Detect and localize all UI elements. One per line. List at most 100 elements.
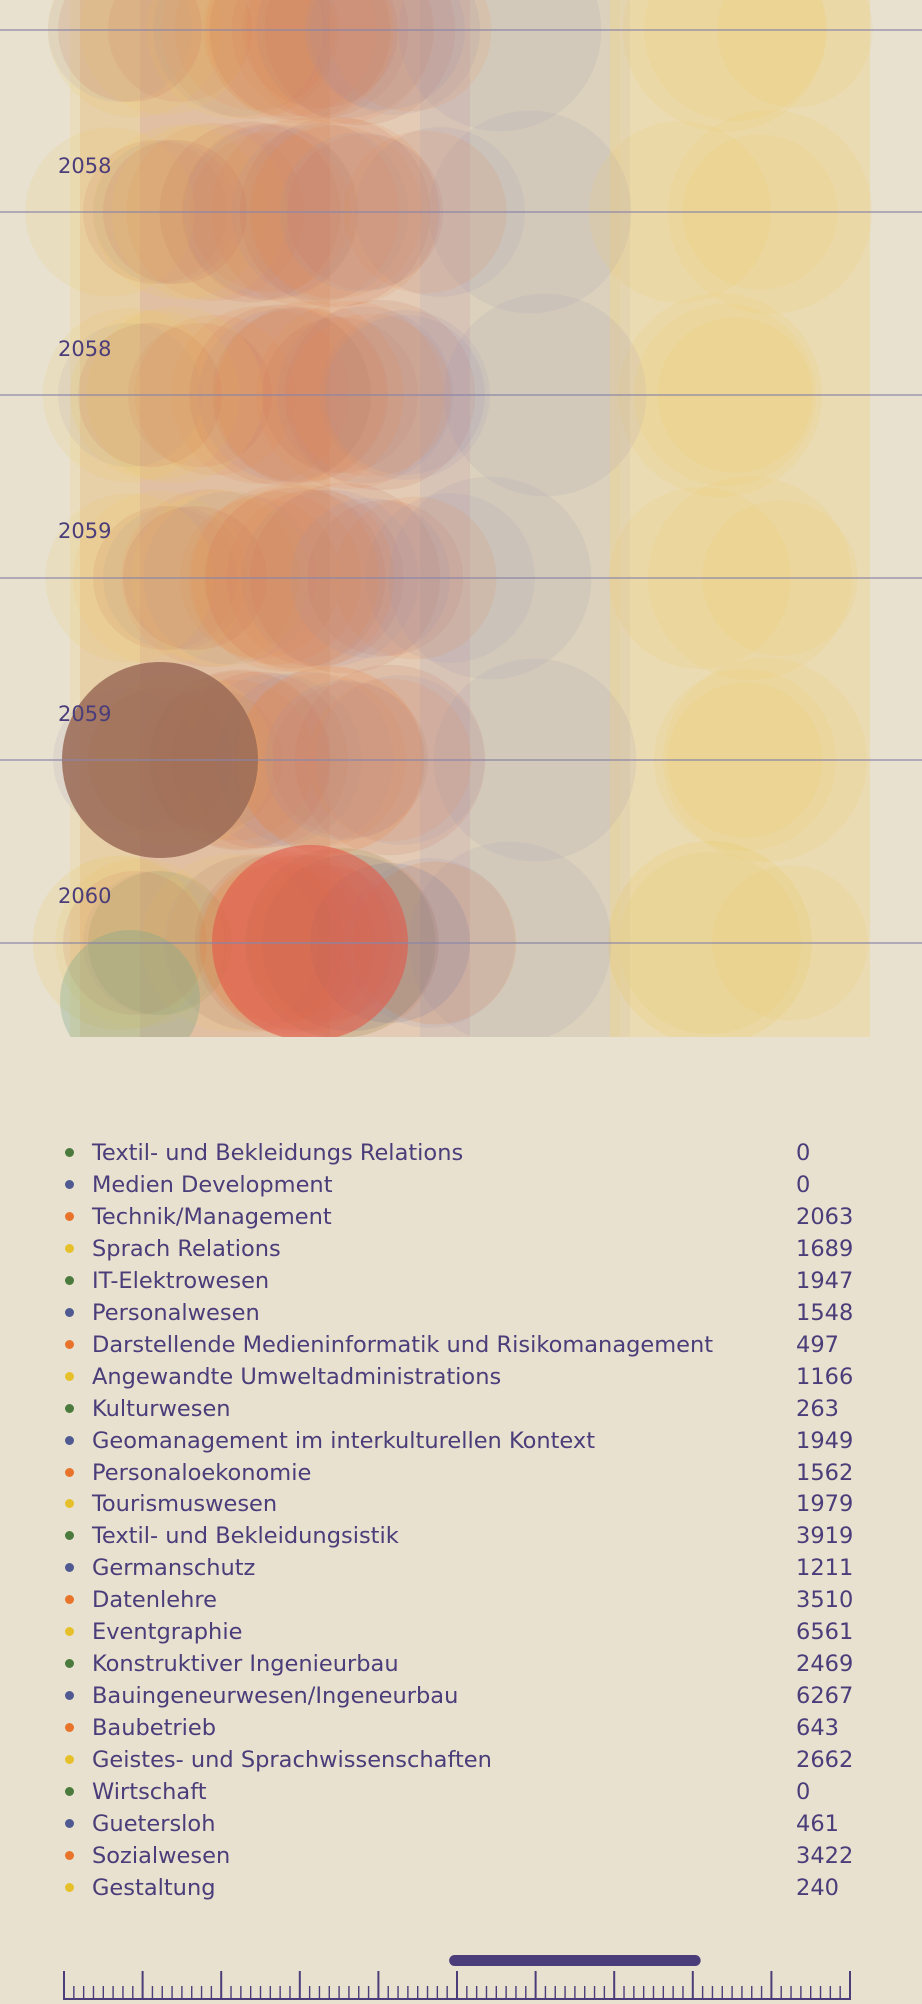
legend-dot-icon — [65, 1595, 74, 1605]
background-band-3 — [420, 0, 630, 1037]
bubble-1-0 — [48, 0, 192, 102]
legend-item[interactable]: Eventgraphie 6561 — [0, 1616, 922, 1648]
legend-value: 643 — [796, 1715, 839, 1742]
chart-svg — [0, 0, 922, 1040]
year-label-3: 2059 — [58, 702, 112, 726]
legend-dot-icon — [65, 1787, 74, 1796]
legend-label: Germanschutz — [92, 1555, 256, 1582]
bubble-18-0 — [328, 0, 492, 112]
bubble-17-0 — [398, 0, 602, 132]
bubble-23-0 — [717, 0, 873, 108]
timeline-svg[interactable] — [0, 1950, 922, 2000]
legend-value: 6561 — [796, 1619, 854, 1646]
year-label-2: 2059 — [58, 519, 112, 543]
legend-dot-icon — [65, 1755, 74, 1765]
legend-label: Angewandte Umweltadministrations — [92, 1363, 502, 1390]
bubble-7-0 — [80, 0, 250, 115]
legend-value: 1689 — [796, 1235, 854, 1262]
legend-value: 6267 — [796, 1683, 854, 1710]
legend-dot-icon — [65, 1723, 74, 1733]
legend-item[interactable]: Sprach Relations 1689 — [0, 1233, 922, 1265]
year-label-1: 2058 — [58, 337, 112, 361]
legend-label: Sozialwesen — [92, 1842, 231, 1869]
legend-dot-icon — [65, 1211, 74, 1221]
legend-value: 3422 — [796, 1842, 854, 1869]
year-label-4: 2060 — [58, 884, 112, 908]
bubble-14-0 — [246, 0, 434, 124]
timeline-slider[interactable] — [0, 1950, 922, 2000]
legend-item[interactable]: Germanschutz 1211 — [0, 1552, 922, 1584]
legend-value: 461 — [796, 1810, 839, 1837]
legend-value: 2662 — [796, 1747, 854, 1774]
legend-dot-icon — [65, 1243, 74, 1253]
legend-value: 240 — [796, 1874, 839, 1901]
legend-value: 2063 — [796, 1203, 854, 1230]
bubble-13-0 — [310, 0, 480, 115]
legend-item[interactable]: Medien Development 0 — [0, 1169, 922, 1201]
legend-dot-icon — [65, 1627, 74, 1637]
legend-label: Medien Development — [92, 1171, 333, 1198]
legend-item[interactable]: Textil- und Bekleidungsistik 3919 — [0, 1520, 922, 1552]
bubble-chart: 2058 2058 2059 2059 2060 — [0, 0, 922, 1040]
legend-value: 0 — [796, 1171, 811, 1198]
legend-dot-icon — [65, 1403, 74, 1413]
timeline-range-handle[interactable] — [449, 1955, 701, 1966]
legend-value: 2469 — [796, 1651, 854, 1678]
legend-item[interactable]: Darstellende Medieninformatik und Risiko… — [0, 1329, 922, 1361]
legend-dot-icon — [65, 1563, 74, 1573]
bubble-21-0 — [305, 0, 465, 110]
legend-item[interactable]: Tourismuswesen 1979 — [0, 1488, 922, 1520]
legend-dot-icon — [65, 1371, 74, 1381]
legend-value: 1548 — [796, 1299, 854, 1326]
legend-dot-icon — [65, 1339, 74, 1349]
year-label-0: 2058 — [58, 154, 112, 178]
legend-item[interactable]: Bauingeneurwesen/Ingeneurbau 6267 — [0, 1680, 922, 1712]
legend-label: Gestaltung — [92, 1874, 216, 1901]
highlight-bubble-green — [60, 930, 200, 1040]
legend-item[interactable]: Textil- und Bekleidungs Relations 0 — [0, 1137, 922, 1169]
legend-dot-icon — [65, 1148, 74, 1157]
legend-label: Personalwesen — [92, 1299, 260, 1326]
bubble-17-5 — [408, 841, 612, 1040]
plot-bottom-mask — [0, 1037, 922, 1040]
bubble-5-0 — [153, 0, 327, 117]
legend-value: 1947 — [796, 1267, 854, 1294]
legend-label: Sprach Relations — [92, 1235, 281, 1262]
legend-item[interactable]: Kulturwesen 263 — [0, 1393, 922, 1425]
legend-item[interactable]: Personalwesen 1548 — [0, 1297, 922, 1329]
legend-item[interactable]: Datenlehre 3510 — [0, 1584, 922, 1616]
legend-label: Baubetrieb — [92, 1715, 217, 1742]
legend-dot-icon — [65, 1531, 74, 1541]
legend-value: 1979 — [796, 1491, 854, 1518]
legend-item[interactable]: Sozialwesen 3422 — [0, 1840, 922, 1872]
legend-item[interactable]: Gestaltung 240 — [0, 1872, 922, 1904]
legend-value: 1166 — [796, 1363, 854, 1390]
legend-dot-icon — [65, 1499, 74, 1509]
legend-label: Geomanagement im interkulturellen Kontex… — [92, 1427, 596, 1454]
legend-value: 3510 — [796, 1587, 854, 1614]
legend-dot-icon — [65, 1818, 74, 1828]
legend-dot-icon — [65, 1307, 74, 1317]
background-band-4 — [610, 0, 870, 1037]
legend-item[interactable]: IT-Elektrowesen 1947 — [0, 1265, 922, 1297]
legend-item[interactable]: Konstruktiver Ingenieurbau 2469 — [0, 1648, 922, 1680]
legend-item[interactable]: Angewandte Umweltadministrations 1166 — [0, 1361, 922, 1393]
legend-value: 263 — [796, 1395, 839, 1422]
legend-value: 1949 — [796, 1427, 854, 1454]
bubble-10-0 — [203, 0, 377, 117]
legend-label: IT-Elektrowesen — [92, 1267, 270, 1294]
legend-value: 0 — [796, 1140, 811, 1166]
legend-item[interactable]: Geomanagement im interkulturellen Kontex… — [0, 1425, 922, 1457]
legend-item[interactable]: Personaloekonomie 1562 — [0, 1457, 922, 1489]
legend-item[interactable]: Technik/Management 2063 — [0, 1201, 922, 1233]
legend-label: Kulturwesen — [92, 1395, 231, 1422]
legend-dot-icon — [65, 1850, 74, 1860]
legend-item[interactable]: Wirtschaft 0 — [0, 1776, 922, 1808]
bubble-8-0 — [242, 0, 398, 108]
legend-item[interactable]: Guetersloh 461 — [0, 1808, 922, 1840]
legend-item[interactable]: Baubetrieb 643 — [0, 1712, 922, 1744]
legend-item[interactable]: Geistes- und Sprachwissenschaften 2662 — [0, 1744, 922, 1776]
legend-label: Tourismuswesen — [92, 1491, 278, 1518]
legend-value: 1211 — [796, 1555, 854, 1582]
bubble-15-0 — [623, 0, 827, 132]
